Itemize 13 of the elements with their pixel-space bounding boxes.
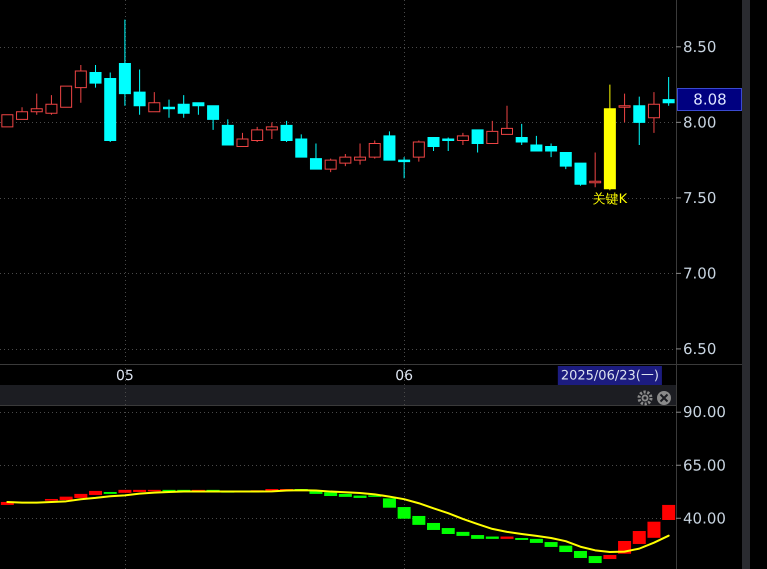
text: 8.08 [693, 90, 727, 108]
y-tick-label: 8.00 [683, 113, 716, 132]
x-tick-label: 05 [116, 368, 134, 384]
y-tick-label: 40.00 [683, 509, 726, 528]
annotation: 关键K [592, 192, 628, 208]
x-tick-label: 2025/06/23(一) [560, 368, 659, 384]
y-tick-label: 7.00 [683, 264, 716, 282]
y-tick-label: 90.00 [683, 403, 726, 422]
y-tick-label: 7.50 [683, 188, 716, 207]
y-tick-label: 65.00 [683, 456, 726, 474]
y-tick-label: 6.50 [683, 340, 716, 358]
y-tick-label: 8.50 [683, 38, 716, 56]
x-tick-label: 06 [395, 368, 414, 384]
